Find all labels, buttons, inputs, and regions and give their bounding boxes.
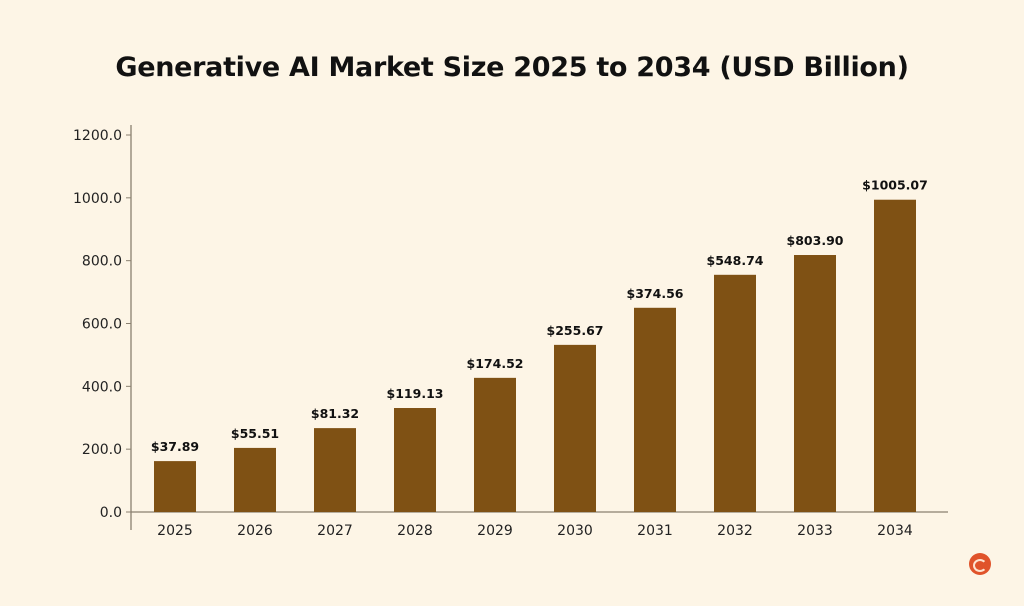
data-label: $119.13 [387, 386, 444, 401]
data-label: $803.90 [787, 233, 844, 248]
data-label: $174.52 [467, 356, 524, 371]
bar-2030 [554, 344, 596, 512]
data-label: $255.67 [547, 323, 604, 338]
x-tick-label: 2029 [477, 523, 513, 539]
y-tick-label: 200.0 [82, 442, 122, 458]
data-label: $37.89 [151, 439, 199, 454]
x-tick-label: 2034 [877, 523, 913, 539]
bar-2026 [234, 447, 276, 512]
x-tick-label: 2031 [637, 523, 673, 539]
data-label: $55.51 [231, 426, 279, 441]
bar-2032 [714, 274, 756, 512]
bar-2033 [794, 255, 836, 513]
data-label: $548.74 [707, 253, 764, 268]
x-tick-label: 2028 [397, 523, 433, 539]
data-label: $1005.07 [862, 178, 928, 193]
bar-2034 [874, 199, 916, 513]
x-tick-label: 2027 [317, 523, 353, 539]
brand-logo-icon [969, 553, 991, 575]
y-tick-label: 600.0 [82, 317, 122, 333]
bar-2031 [634, 307, 676, 512]
bar-2028 [394, 408, 436, 512]
y-tick-label: 1000.0 [73, 191, 122, 207]
x-tick-label: 2033 [797, 523, 833, 539]
bar-2025 [154, 461, 196, 512]
bar-2027 [314, 428, 356, 512]
y-tick-label: 800.0 [82, 254, 122, 270]
y-tick-label: 400.0 [82, 379, 122, 395]
chart-title: Generative AI Market Size 2025 to 2034 (… [115, 52, 909, 83]
x-tick-label: 2025 [157, 523, 193, 539]
bar-2029 [474, 377, 516, 512]
data-label: $81.32 [311, 406, 359, 421]
x-tick-label: 2032 [717, 523, 753, 539]
y-tick-label: 1200.0 [73, 128, 122, 144]
y-tick-label: 0.0 [100, 505, 122, 521]
x-tick-label: 2030 [557, 523, 593, 539]
x-tick-label: 2026 [237, 523, 273, 539]
data-label: $374.56 [627, 286, 684, 301]
